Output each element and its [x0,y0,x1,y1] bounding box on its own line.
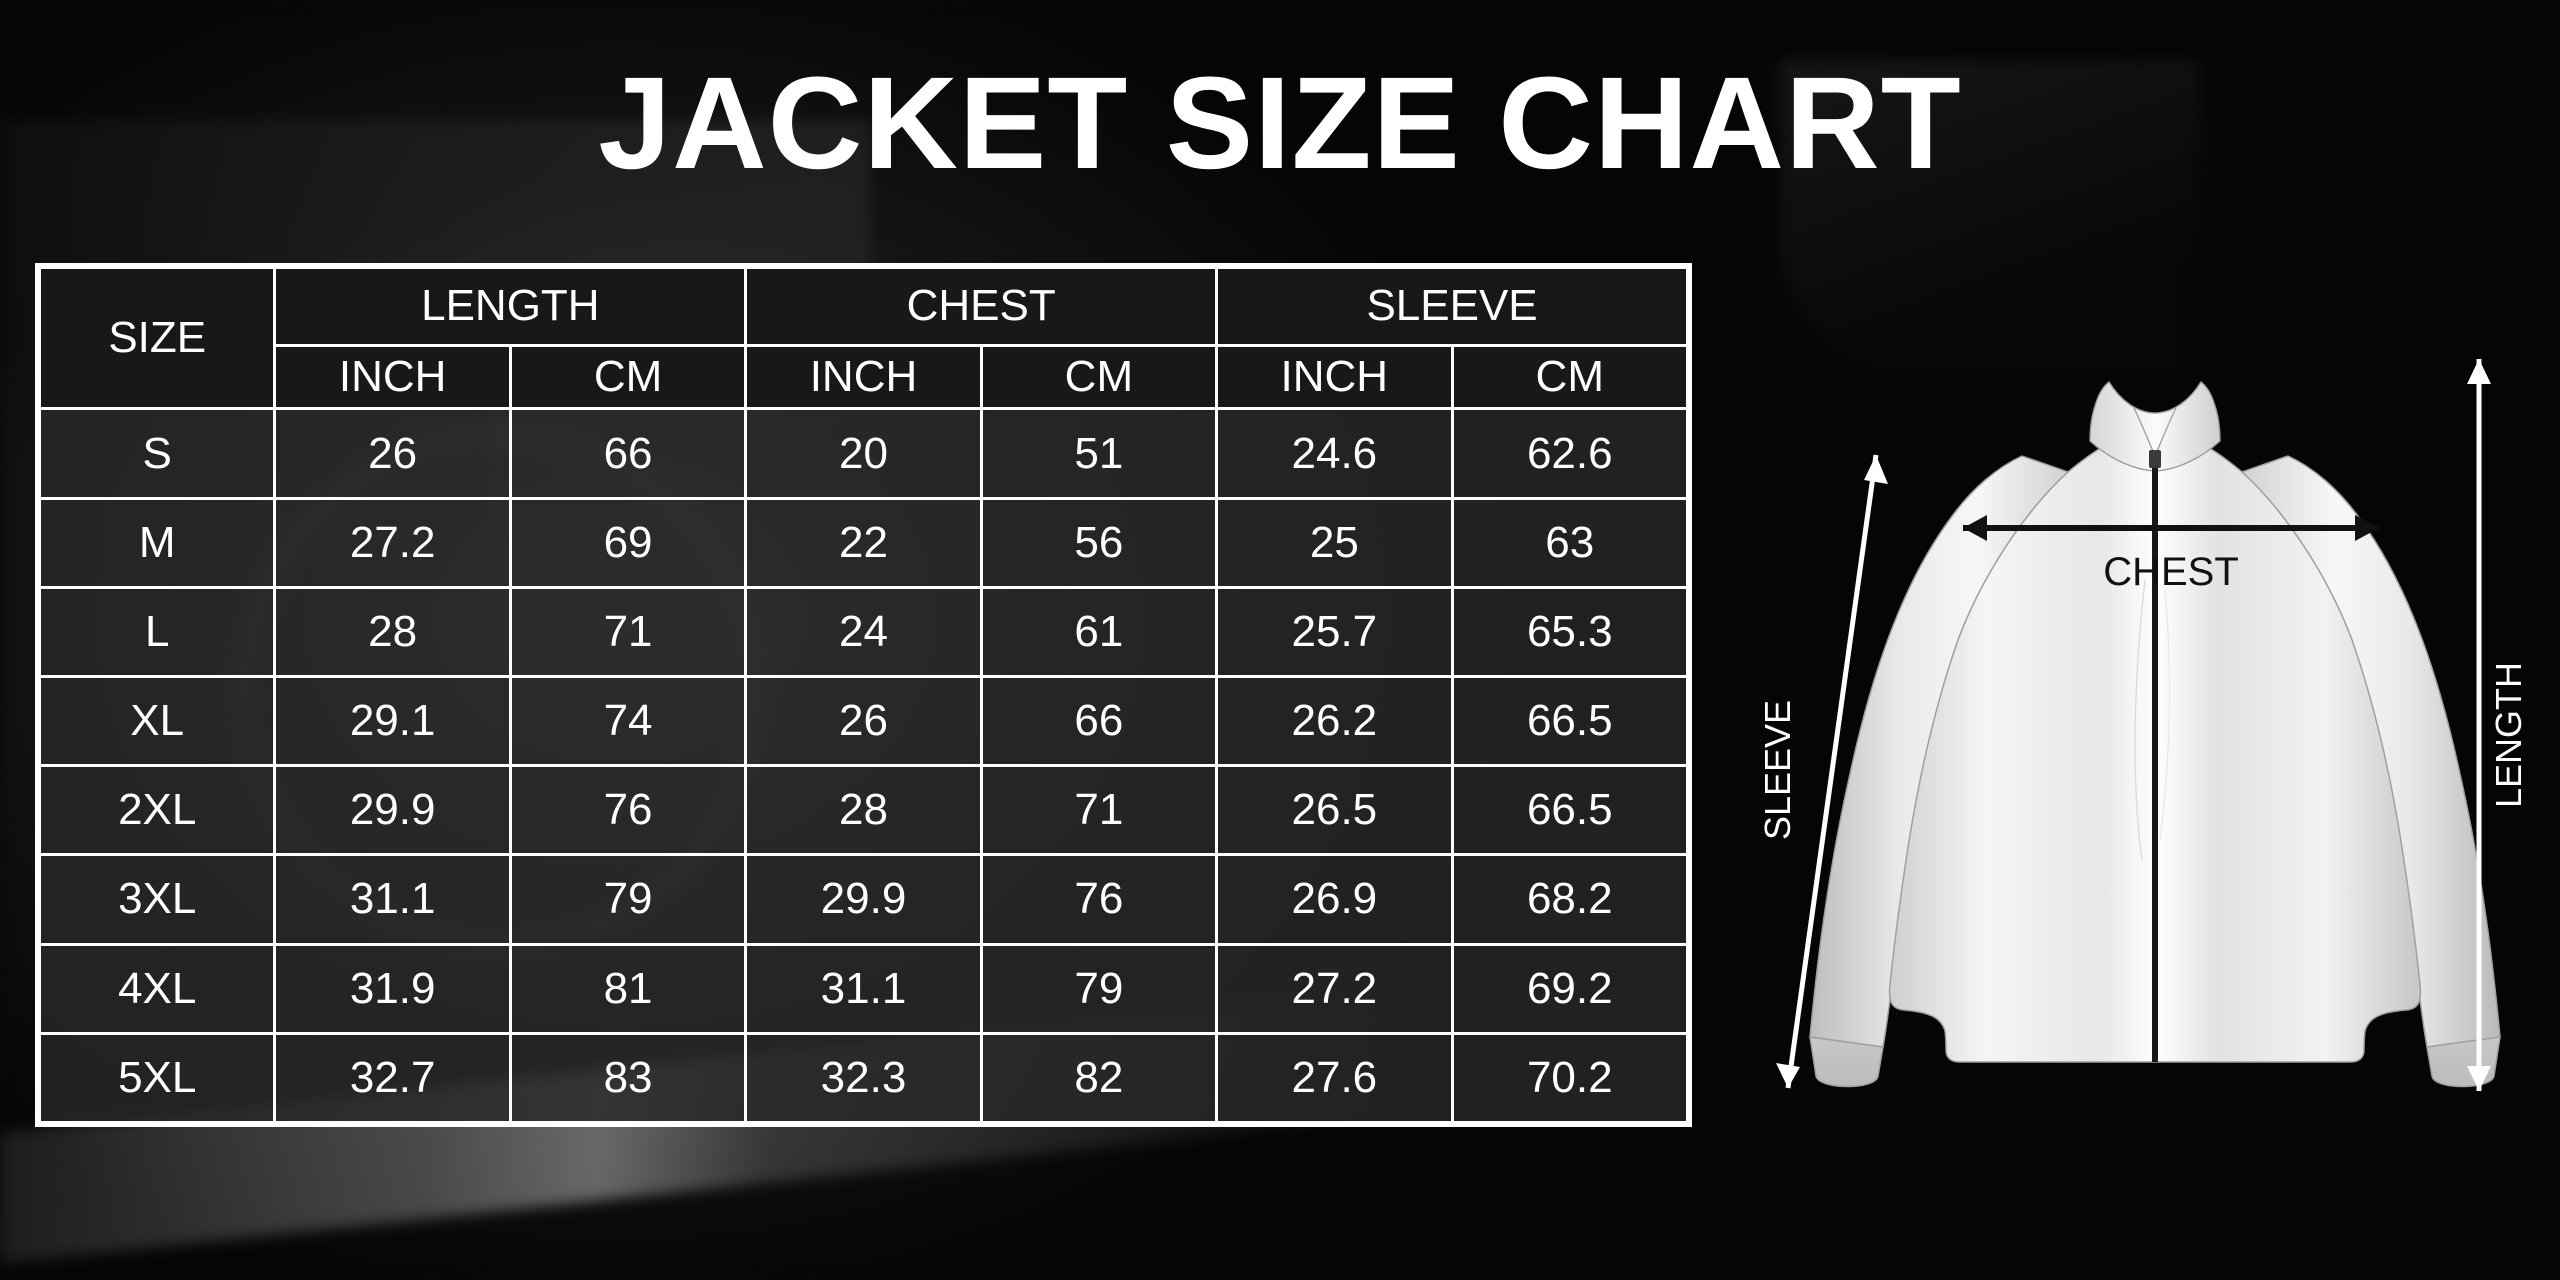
svg-text:CHEST: CHEST [2103,550,2239,594]
svg-text:SLEEVE: SLEEVE [1757,700,1798,840]
svg-text:LENGTH: LENGTH [2488,662,2529,808]
